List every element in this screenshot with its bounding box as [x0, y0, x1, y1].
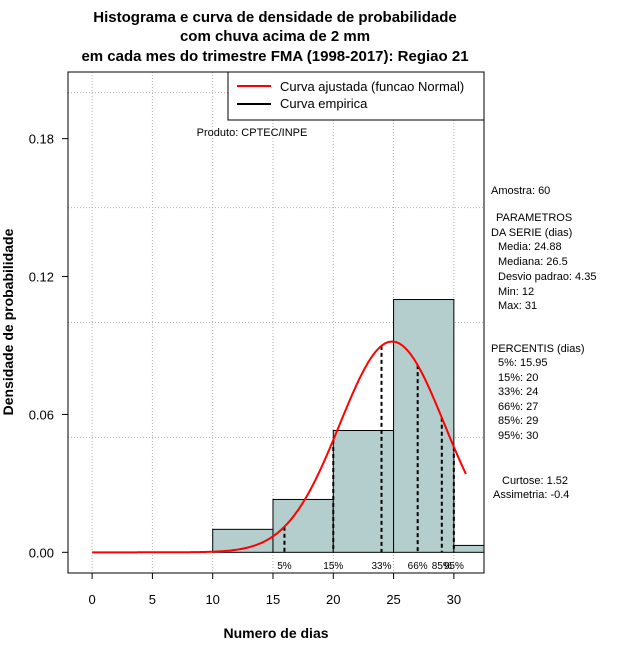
- stat-sample: Amostra: 60: [491, 185, 550, 197]
- stat-params-header-1: PARAMETROS: [496, 212, 572, 224]
- fitted-normal-curve: [92, 340, 467, 554]
- stat-curtose: Curtose: 1.52: [502, 475, 568, 487]
- y-axis-label: Densidade de probabilidade: [0, 228, 16, 415]
- x-tick-label: 10: [205, 592, 219, 607]
- histogram-bar: [453, 544, 485, 553]
- stat-p5: 5%: 15.95: [498, 357, 548, 369]
- percentile-lines: 5% 15% 33% 66% 85%95%: [277, 345, 464, 572]
- stat-p33: 33%: 24: [498, 386, 538, 398]
- stat-min: Min: 12: [498, 286, 534, 298]
- legend-empirical-label: Curva empirica: [280, 96, 368, 111]
- histogram-bar: [332, 430, 395, 553]
- stat-desvio: Desvio padrao: 4.35: [498, 271, 596, 283]
- histogram-bar: [272, 498, 334, 553]
- percentile-label: 15%: [323, 561, 343, 572]
- axes: 0 5 10 15 20 25 30 0.00 0.06 0.12 0.18: [29, 132, 461, 607]
- stat-media: Media: 24.88: [498, 241, 562, 253]
- chart-title-line-3: em cada mes do trimestre FMA (1998-2017)…: [81, 48, 468, 65]
- y-tick-label: 0.18: [29, 132, 54, 147]
- x-tick-label: 30: [447, 592, 461, 607]
- product-label: Produto: CPTEC/INPE: [197, 127, 308, 139]
- percentile-label: 85%: [432, 561, 452, 572]
- stat-p66: 66%: 27: [498, 401, 538, 413]
- stat-assimetria: Assimetria: -0.4: [493, 489, 569, 501]
- stat-p95: 95%: 30: [498, 430, 538, 442]
- percentile-label: 95%: [444, 561, 464, 572]
- legend: Curva ajustada (funcao Normal) Curva emp…: [227, 71, 485, 121]
- stat-params-header-2: DA SERIE (dias): [491, 227, 572, 239]
- chart-title-line-1: Histograma e curva de densidade de proba…: [93, 9, 456, 26]
- y-tick-label: 0.12: [29, 270, 54, 285]
- histogram-bar: [393, 299, 455, 553]
- x-tick-label: 5: [149, 592, 156, 607]
- x-tick-label: 15: [266, 592, 280, 607]
- legend-box: [227, 71, 485, 121]
- x-tick-label: 0: [88, 592, 95, 607]
- histogram-bars: [212, 299, 485, 553]
- legend-fitted-label: Curva ajustada (funcao Normal): [280, 79, 464, 94]
- percentile-label: 66%: [408, 561, 428, 572]
- stats-panel: Amostra: 60 PARAMETROS DA SERIE (dias) M…: [491, 185, 596, 501]
- chart-title-line-2: com chuva acima de 2 mm: [180, 28, 370, 45]
- stat-max: Max: 31: [498, 300, 537, 312]
- stat-percentis-header: PERCENTIS (dias): [491, 343, 585, 355]
- percentile-label: 33%: [371, 561, 391, 572]
- y-tick-label: 0.00: [29, 545, 54, 560]
- stat-p85: 85%: 29: [498, 415, 538, 427]
- x-tick-label: 20: [326, 592, 340, 607]
- x-axis-label: Numero de dias: [223, 625, 328, 641]
- percentile-label: 5%: [277, 561, 292, 572]
- stat-mediana: Mediana: 26.5: [498, 256, 568, 268]
- y-tick-label: 0.06: [29, 407, 54, 422]
- x-tick-label: 25: [386, 592, 400, 607]
- stat-p15: 15%: 20: [498, 372, 538, 384]
